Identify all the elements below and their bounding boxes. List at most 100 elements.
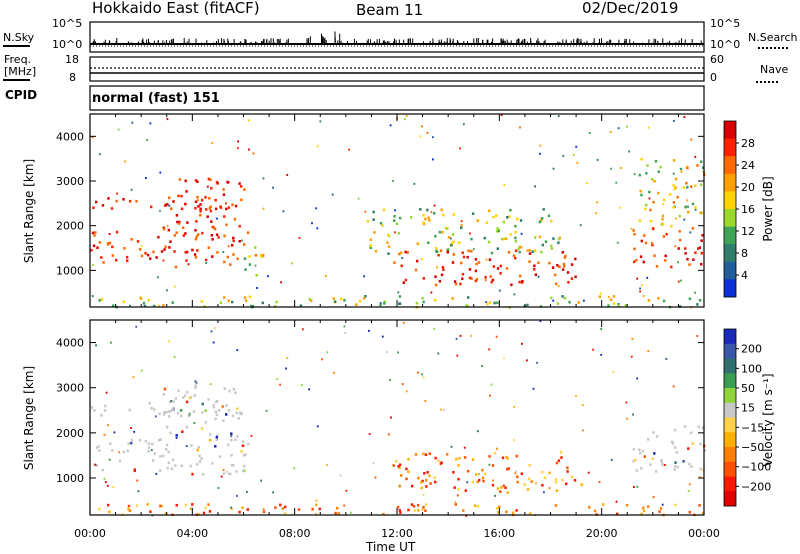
range-gate-cell — [529, 512, 532, 515]
range-gate-cell — [173, 234, 177, 237]
range-gate-cell — [262, 510, 266, 514]
range-gate-cell — [194, 380, 197, 383]
range-gate-cell — [505, 267, 509, 270]
range-gate-cell — [237, 417, 240, 420]
range-gate-cell — [682, 460, 685, 463]
range-gate-cell — [285, 367, 287, 370]
range-gate-cell — [655, 470, 658, 473]
range-gate-cell — [321, 358, 323, 361]
range-gate-cell — [184, 394, 187, 397]
range-gate-cell — [196, 249, 199, 252]
range-gate-cell — [398, 302, 401, 305]
range-gate-cell — [523, 483, 526, 486]
range-gate-cell — [552, 299, 555, 302]
range-gate-cell — [662, 198, 666, 202]
range-gate-cell — [661, 462, 664, 465]
range-gate-cell — [703, 449, 707, 452]
range-gate-cell — [135, 504, 139, 507]
range-gate-cell — [673, 119, 675, 122]
range-gate-cell — [462, 509, 465, 512]
range-gate-cell — [381, 335, 384, 338]
range-gate-cell — [654, 159, 658, 163]
range-gate-cell — [248, 295, 252, 299]
range-gate-cell — [519, 126, 521, 129]
range-gate-cell — [490, 280, 493, 284]
range-gate-cell — [497, 230, 500, 233]
range-gate-cell — [223, 296, 226, 299]
range-gate-cell — [452, 213, 456, 216]
range-gate-cell — [142, 301, 146, 305]
range-gate-cell — [392, 179, 394, 182]
range-gate-cell — [382, 512, 385, 516]
range-gate-cell — [241, 440, 245, 443]
x-tick-label: 12:00 — [381, 527, 413, 540]
range-gate-cell — [158, 412, 161, 416]
range-gate-cell — [447, 248, 450, 251]
range-gate-cell — [173, 250, 176, 253]
range-gate-cell — [364, 210, 367, 213]
range-gate-cell — [662, 235, 665, 238]
range-gate-cell — [184, 202, 187, 206]
range-gate-cell — [496, 227, 499, 230]
range-gate-cell — [310, 299, 313, 302]
range-gate-cell — [562, 265, 566, 268]
range-gate-cell — [175, 214, 179, 217]
range-gate-cell — [662, 299, 666, 303]
range-gate-cell — [216, 434, 219, 437]
range-gate-cell — [651, 457, 654, 460]
noise-right-tick-top: 10^5 — [710, 17, 741, 30]
range-gate-cell — [596, 201, 599, 204]
range-gate-cell — [694, 208, 697, 211]
range-gate-cell — [188, 396, 191, 400]
range-gate-cell — [542, 208, 545, 211]
colorbar-tick-label: 16 — [741, 203, 755, 216]
range-gate-cell — [236, 407, 239, 411]
range-gate-cell — [495, 229, 499, 233]
colorbar-segment — [724, 329, 736, 345]
range-gate-cell — [316, 425, 319, 428]
range-gate-cell — [580, 483, 583, 486]
range-gate-cell — [538, 220, 542, 224]
range-gate-cell — [139, 296, 142, 300]
range-gate-cell — [379, 222, 383, 225]
range-gate-cell — [491, 483, 495, 487]
range-gate-cell — [475, 473, 478, 476]
nave-tick-bottom: 0 — [710, 71, 717, 84]
range-gate-cell — [533, 267, 536, 271]
range-gate-cell — [214, 410, 218, 414]
range-gate-cell — [110, 341, 112, 344]
range-gate-cell — [557, 285, 560, 288]
range-gate-cell — [165, 443, 169, 447]
range-gate-cell — [222, 419, 225, 422]
range-gate-cell — [198, 454, 201, 458]
range-gate-cell — [610, 458, 613, 461]
range-gate-cell — [471, 458, 475, 461]
range-gate-cell — [670, 440, 674, 444]
range-gate-cell — [421, 508, 424, 511]
range-gate-cell — [214, 417, 217, 421]
range-gate-cell — [135, 325, 138, 328]
range-gate-cell — [199, 209, 202, 213]
range-gate-cell — [678, 214, 681, 218]
range-gate-cell — [115, 230, 119, 234]
range-gate-cell — [223, 260, 226, 264]
range-gate-cell — [537, 275, 540, 278]
range-gate-cell — [639, 451, 642, 455]
range-gate-cell — [196, 448, 199, 452]
range-gate-cell — [144, 252, 147, 255]
range-gate-cell — [573, 479, 577, 482]
range-gate-cell — [333, 300, 337, 303]
range-gate-cell — [440, 408, 442, 411]
range-gate-cell — [383, 300, 387, 303]
range-gate-cell — [241, 239, 243, 242]
range-gate-cell — [674, 464, 677, 468]
range-gate-cell — [555, 461, 559, 465]
range-gate-cell — [191, 472, 194, 476]
range-gate-cell — [433, 476, 436, 479]
range-gate-cell — [147, 450, 150, 453]
range-gate-cell — [236, 349, 239, 352]
range-gate-cell — [184, 251, 187, 254]
range-gate-cell — [647, 438, 650, 441]
range-gate-cell — [639, 255, 643, 258]
range-gate-cell — [689, 231, 692, 234]
